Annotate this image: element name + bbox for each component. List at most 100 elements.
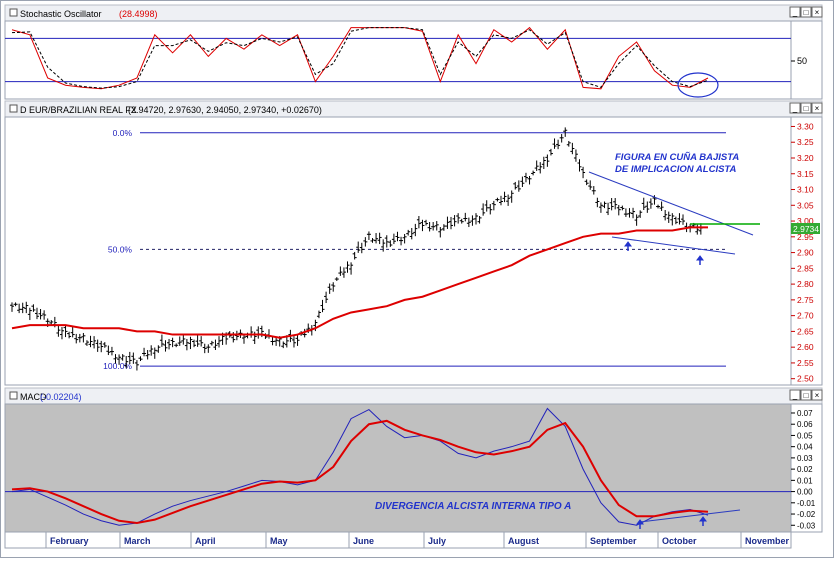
close-button[interactable] [811,102,823,114]
stochastic-k-line [11,26,709,90]
min-button[interactable] [789,389,801,401]
macd-tick-label: 0.02 [797,465,813,474]
stochastic-axis-area [790,20,823,100]
macd-tick-label: 0.07 [797,409,813,418]
moving-average-line [11,226,708,339]
month-label: September [590,536,637,546]
price-tick-label: 3.10 [797,185,814,195]
ohlc-bars [10,127,703,371]
stochastic-lines [11,26,709,90]
price-tick-label: 2.50 [797,374,814,384]
wedge-annotation-line1: FIGURA EN CUÑA BAJISTA [615,152,739,163]
price-tick-label: 2.65 [797,326,814,336]
price-tick-label: 3.00 [797,216,814,226]
month-label: April [195,536,216,546]
macd-tick-label: 0.04 [797,443,813,452]
price-axis-area [790,116,823,386]
macd-title-value: (-0.02204) [40,392,82,402]
macd-axis: -0.03 -0.02 -0.01 0.00 0.01 0.02 0.03 0.04 0.05 0… [5,409,816,530]
min-icon: _ [792,104,798,113]
month-label: July [428,536,446,546]
macd-lines [11,407,709,526]
price-plot-area [4,116,792,386]
macd-panel: MACD (-0.02204) -0.03 -0.02 -0.01 0.00 0.01 0… [4,387,823,549]
month-label: August [508,536,539,546]
month-label: November [745,536,790,546]
price-tick-label: 2.85 [797,263,814,273]
price-tick-label: 3.05 [797,200,814,210]
stochastic-title: Stochastic Oscillator [20,9,102,19]
stochastic-panel-icon [9,8,18,17]
max-button[interactable] [800,102,812,114]
wedge-lower-trendline [611,236,736,255]
price-title-values: (2.94720, 2.97630, 2.94050, 2.97340, +0.… [128,105,322,115]
price-tick-label: 3.15 [797,169,814,179]
moving-average [11,226,708,339]
min-icon: _ [792,8,798,17]
price-panel-icon [9,104,18,113]
month-label: May [270,536,288,546]
price-tick-label: 2.55 [797,358,814,368]
close-button[interactable] [811,6,823,18]
price-tick-label: 2.95 [797,232,814,242]
price-tick-label: 2.80 [797,279,814,289]
max-icon: □ [804,8,809,17]
fib-label: 100.0% [103,361,132,371]
macd-tick-label: -0.02 [797,510,816,519]
stochastic-plot-area [4,20,792,100]
price-tick-label: 2.90 [797,248,814,258]
macd-tick-label: -0.01 [797,499,816,508]
macd-panel-icon [9,391,18,400]
macd-tick-label: 0.06 [797,420,813,429]
time-axis [4,531,792,549]
macd-tick-label: 0.05 [797,431,813,440]
panel-window-buttons: _ □ × _ □ × _ □ × [789,6,823,401]
min-button[interactable] [789,6,801,18]
macd-plot-area [4,403,792,533]
price-axis: 2.50 2.55 2.60 2.65 2.70 2.75 2.80 2.85 2.90 2.95… [791,121,814,384]
max-button[interactable] [800,389,812,401]
max-button[interactable] [800,6,812,18]
price-tick-label: 2.75 [797,295,814,305]
fib-label: 50.0% [108,244,133,254]
stochastic-title-value: (28.4998) [119,9,158,19]
current-price-label: 2.9734 [793,224,819,234]
stochastic-panel: Stochastic Oscillator (28.4998) 50 [4,4,823,100]
min-icon: _ [792,391,798,400]
fib-label: 0.0% [113,128,133,138]
macd-tick-label: -0.03 [797,521,816,530]
price-tick-label: 2.60 [797,342,814,352]
macd-tick-label: 0.00 [797,488,813,497]
price-tick-label: 3.20 [797,153,814,163]
macd-arrow-markers [636,516,707,529]
close-icon: × [815,104,820,113]
month-label: June [353,536,374,546]
month-label: October [662,536,697,546]
price-tick-label: 3.25 [797,137,814,147]
month-label: February [50,536,89,546]
macd-signal-line [11,419,709,525]
wedge-annotation-line2: DE IMPLICACION ALCISTA [615,164,737,175]
macd-tick-label: 0.01 [797,476,813,485]
price-panel: D EUR/BRAZILIAN REAL FX (2.94720, 2.9763… [4,100,823,386]
macd-title-bar [4,387,823,405]
divergence-trendline [639,509,741,523]
price-tick-label: 2.70 [797,311,814,321]
month-label: March [124,536,151,546]
macd-axis-area [790,403,823,533]
divergence-annotation: DIVERGENCIA ALCISTA INTERNA TIPO A [375,501,571,512]
price-tick-label: 3.30 [797,121,814,131]
price-arrow-markers [624,241,704,265]
close-button[interactable] [811,389,823,401]
close-icon: × [815,391,820,400]
macd-title: MACD [20,392,47,402]
close-icon: × [815,8,820,17]
stochastic-d-line [11,27,709,89]
min-button[interactable] [789,102,801,114]
current-price-marker [791,223,820,234]
stochastic-tick-label: 50 [797,56,807,66]
macd-line [11,407,709,526]
max-icon: □ [804,391,809,400]
